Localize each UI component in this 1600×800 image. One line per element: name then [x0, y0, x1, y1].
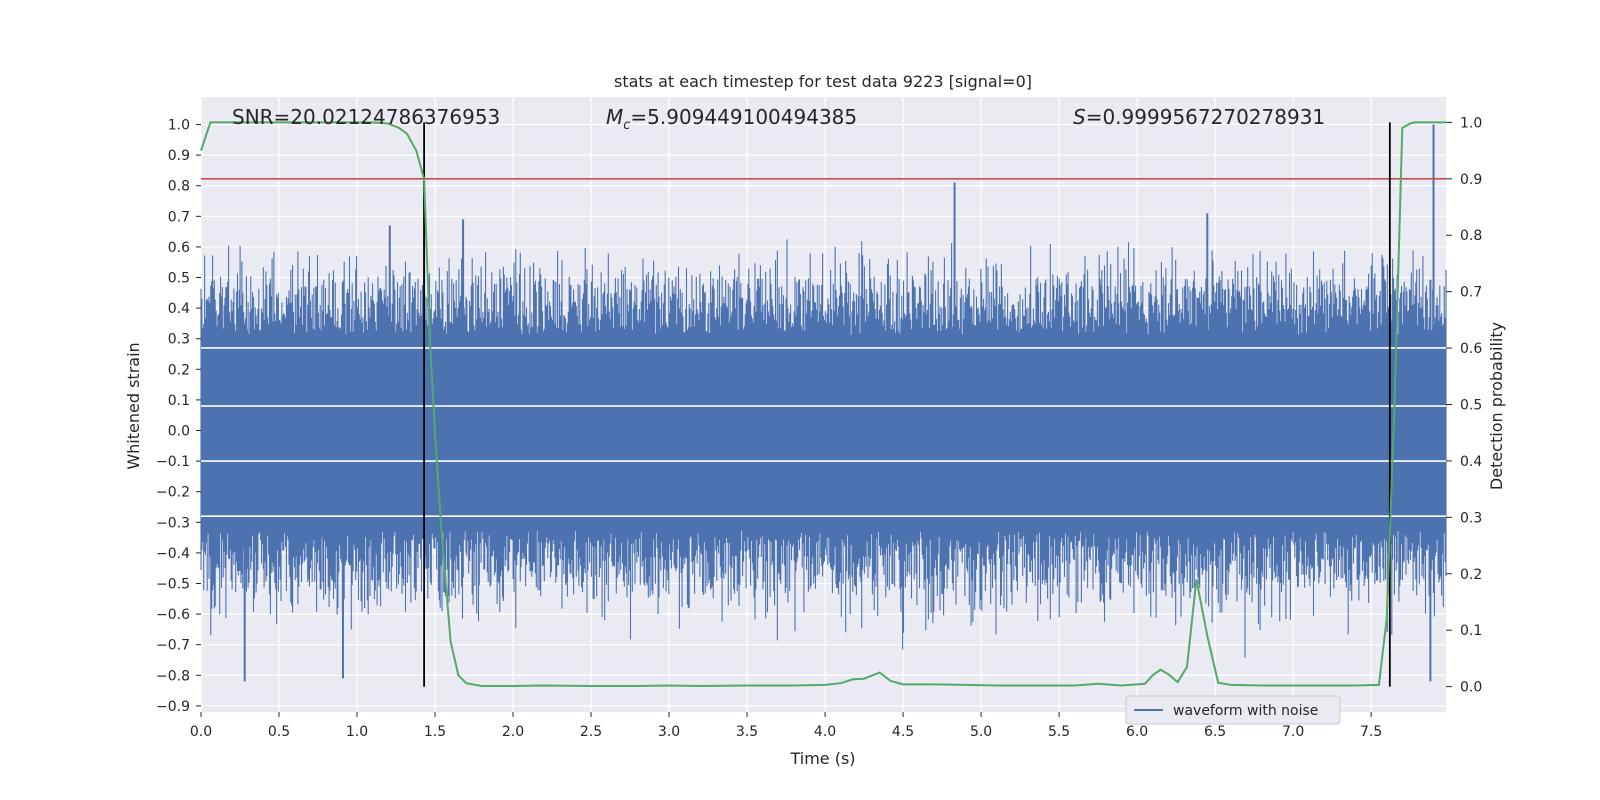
x-tick-label: 3.5: [736, 724, 758, 740]
y-tick-label: −0.4: [156, 546, 190, 562]
y2-tick-label: 0.5: [1460, 398, 1482, 414]
y2-axis-ticks: 0.0 0.1 0.2 0.3 0.4 0.5 0.6 0.7 0.8 0.9 1.0: [1446, 115, 1482, 696]
y2-tick-label: 0.2: [1460, 567, 1482, 583]
x-tick-label: 0.5: [268, 724, 290, 740]
y-tick-label: 0.7: [168, 209, 190, 225]
x-axis-ticks: 0.0 0.5 1.0 1.5 2.0 2.5 3.0 3.5 4.0 4.5 5.0 5.5 6.0 6…: [190, 712, 1382, 740]
score-annotation: S=0.9999567270278931: [1073, 105, 1325, 129]
y-tick-label: −0.1: [156, 454, 190, 470]
x-tick-label: 1.0: [346, 724, 368, 740]
y-tick-label: −0.2: [156, 485, 190, 501]
y-axis-ticks: −0.9 −0.8 −0.7 −0.6 −0.5 −0.4 −0.3 −0.2 −0.1 0.0 0…: [156, 118, 201, 715]
x-tick-label: 1.5: [424, 724, 446, 740]
y2-tick-label: 0.9: [1460, 172, 1482, 188]
y2-tick-label: 0.3: [1460, 510, 1482, 526]
y-tick-label: −0.7: [156, 638, 190, 654]
y2-tick-label: 0.6: [1460, 341, 1482, 357]
y-tick-label: 0.4: [168, 301, 190, 317]
chart-title: stats at each timestep for test data 922…: [614, 72, 1032, 91]
y2-tick-label: 0.7: [1460, 285, 1482, 301]
y-tick-label: −0.8: [156, 668, 190, 684]
y2-tick-label: 0.8: [1460, 228, 1482, 244]
y-tick-label: −0.3: [156, 515, 190, 531]
y-tick-label: −0.9: [156, 699, 190, 715]
x-tick-label: 0.0: [190, 724, 212, 740]
y2-tick-label: 1.0: [1460, 115, 1482, 131]
x-tick-label: 4.0: [814, 724, 836, 740]
y2-tick-label: 0.1: [1460, 623, 1482, 639]
x-tick-label: 7.5: [1360, 724, 1382, 740]
trigger-vertical-lines: [423, 122, 1391, 687]
y-tick-label: 1.0: [168, 118, 190, 134]
y-tick-label: 0.3: [168, 332, 190, 348]
legend-label: waveform with noise: [1173, 703, 1318, 719]
waveform-noise-path: [200, 239, 1447, 658]
y2-tick-label: 0.4: [1460, 454, 1482, 470]
x-tick-label: 4.5: [892, 724, 914, 740]
y-tick-label: 0.8: [168, 179, 190, 195]
x-tick-label: 7.0: [1282, 724, 1304, 740]
legend: waveform with noise: [1125, 695, 1341, 725]
snr-annotation: SNR=20.02124786376953: [232, 105, 500, 129]
white-horizontal-lines: [201, 347, 1446, 517]
y-tick-label: 0.5: [168, 271, 190, 287]
y-tick-label: 0.2: [168, 362, 190, 378]
y2-tick-label: 0.0: [1460, 680, 1482, 696]
y-axis-label: Whitened strain: [124, 342, 143, 469]
probability-polyline: [200, 121, 1446, 688]
x-tick-label: 2.0: [502, 724, 524, 740]
y-tick-label: 0.6: [168, 240, 190, 256]
y-tick-label: 0.9: [168, 148, 190, 164]
x-tick-label: 6.5: [1204, 724, 1226, 740]
y-tick-label: 0.0: [168, 424, 190, 440]
x-tick-label: 6.0: [1126, 724, 1148, 740]
detection-probability-line: [200, 121, 1446, 688]
y-tick-label: −0.5: [156, 576, 190, 592]
legend-box: [1125, 695, 1341, 725]
x-tick-label: 5.5: [1048, 724, 1070, 740]
y-tick-label: 0.1: [168, 393, 190, 409]
x-tick-label: 3.0: [658, 724, 680, 740]
chirp-mass-annotation: Mc=5.909449100494385: [606, 105, 857, 133]
y2-axis-label: Detection probability: [1487, 322, 1506, 490]
x-tick-label: 2.5: [580, 724, 602, 740]
x-tick-label: 5.0: [970, 724, 992, 740]
x-axis-label: Time (s): [789, 749, 855, 768]
y-tick-label: −0.6: [156, 607, 190, 623]
